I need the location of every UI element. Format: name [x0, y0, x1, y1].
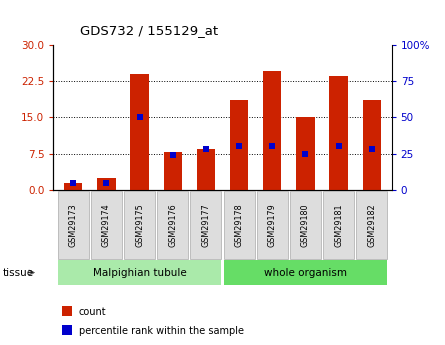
- Text: GSM29173: GSM29173: [69, 203, 78, 247]
- Text: count: count: [79, 307, 106, 317]
- Point: [136, 115, 143, 120]
- Text: tissue: tissue: [2, 268, 33, 277]
- Point: [202, 146, 210, 152]
- Point: [103, 180, 110, 185]
- Point: [269, 144, 276, 149]
- Point: [169, 152, 176, 158]
- Text: GSM29176: GSM29176: [168, 203, 177, 247]
- Text: GSM29174: GSM29174: [102, 203, 111, 247]
- Text: GSM29179: GSM29179: [268, 203, 277, 247]
- Text: GSM29177: GSM29177: [202, 203, 210, 247]
- Bar: [197, 149, 215, 190]
- Text: percentile rank within the sample: percentile rank within the sample: [79, 326, 244, 336]
- Text: GSM29181: GSM29181: [334, 203, 343, 247]
- Point: [335, 144, 342, 149]
- Text: GSM29182: GSM29182: [367, 203, 376, 247]
- Text: Malpighian tubule: Malpighian tubule: [93, 268, 186, 277]
- Point: [302, 151, 309, 156]
- Point: [368, 146, 375, 152]
- Text: GSM29175: GSM29175: [135, 203, 144, 247]
- Bar: [64, 183, 82, 190]
- Point: [70, 180, 77, 185]
- Bar: [329, 76, 348, 190]
- Bar: [230, 100, 248, 190]
- Point: [235, 144, 243, 149]
- Bar: [130, 74, 149, 190]
- Bar: [363, 100, 381, 190]
- Bar: [164, 152, 182, 190]
- Bar: [296, 117, 315, 190]
- Text: whole organism: whole organism: [264, 268, 347, 277]
- Bar: [263, 71, 281, 190]
- Text: GSM29178: GSM29178: [235, 203, 243, 247]
- Bar: [97, 178, 116, 190]
- Text: GDS732 / 155129_at: GDS732 / 155129_at: [80, 24, 218, 37]
- Text: GSM29180: GSM29180: [301, 203, 310, 247]
